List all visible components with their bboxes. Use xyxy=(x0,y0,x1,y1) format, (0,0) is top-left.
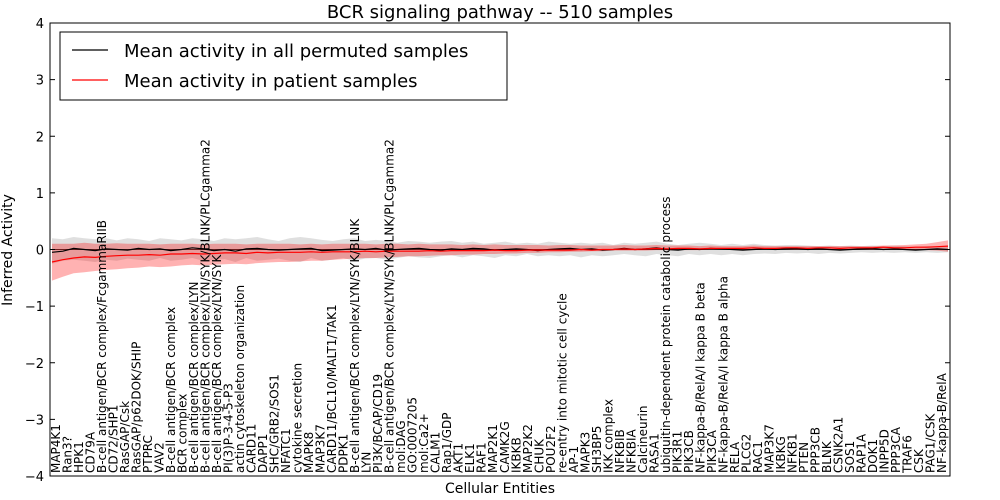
entity-label: SH3BP5 xyxy=(590,426,604,473)
entity-label: DAPP1 xyxy=(256,434,270,473)
plot-area xyxy=(50,237,950,281)
entity-label: CSNK2A1 xyxy=(831,417,845,473)
entity-label: SHC/GRB2/SOS1 xyxy=(268,374,282,473)
entity-label: PTPRC xyxy=(141,435,155,473)
legend: Mean activity in all permuted samples Me… xyxy=(59,31,508,101)
entity-label: B-cell antigen/BCR complex/LYN/SYK/BLNK/… xyxy=(383,139,397,473)
y-tick-label: 0 xyxy=(36,244,44,259)
y-tick-label: −1 xyxy=(25,300,44,315)
y-tick-label: 3 xyxy=(36,74,44,89)
entity-label: NF-kappa-B/RelA/I kappa B alpha xyxy=(716,276,730,473)
entity-label: MAP2K1 xyxy=(486,424,500,473)
entity-label: ELK1 xyxy=(463,443,477,473)
entity-label: MAPK8 xyxy=(302,432,316,473)
entity-label: BLNK xyxy=(820,440,834,473)
entity-label: PIK3R1 xyxy=(670,431,684,473)
legend-label-permuted: Mean activity in all permuted samples xyxy=(124,41,468,62)
entity-label: PDPK1 xyxy=(337,434,351,473)
entity-label: GO:0007205 xyxy=(406,397,420,473)
entity-label: MAP3K7 xyxy=(314,424,328,473)
entity-label: RasGAP/Csk xyxy=(118,401,132,473)
entity-label: PI3K/BCAP/CD19 xyxy=(371,374,385,473)
entity-label: MAP4K1 xyxy=(49,424,63,473)
y-tick-label: −3 xyxy=(25,413,44,428)
y-tick-label: −2 xyxy=(25,357,44,372)
legend-box xyxy=(59,31,508,101)
entity-label: RasGAP/p62DOK/SHIP xyxy=(130,342,144,473)
entity-label: NFATC1 xyxy=(279,428,293,473)
entity-label: CD72/SHP1 xyxy=(107,405,121,473)
entity-label: cytokine secretion xyxy=(291,363,305,473)
entity-label: PIK3CB xyxy=(682,430,696,473)
entity-label: NFKB1 xyxy=(785,433,799,473)
entity-label: BCR complex xyxy=(176,394,190,473)
entity-label: mol:Ca2+ xyxy=(417,413,431,473)
entity-label: PI(3)P-3-4-5-P3 xyxy=(222,383,236,473)
entity-label: CHUK xyxy=(532,438,546,473)
entity-label: SOS1 xyxy=(843,441,857,473)
legend-label-patient: Mean activity in patient samples xyxy=(124,71,418,92)
entity-label: POU2F2 xyxy=(544,425,558,473)
entity-label: VAV2 xyxy=(153,442,167,473)
entity-label: CSK xyxy=(912,448,926,473)
entity-label: TRAF6 xyxy=(901,435,915,474)
entity-label: HPK1 xyxy=(72,441,86,473)
entity-label: PLCG2 xyxy=(739,434,753,473)
entity-label: RELA xyxy=(728,441,742,473)
entity-label: PPP3CB xyxy=(808,427,822,473)
x-axis-label: Cellular Entities xyxy=(445,481,555,497)
entity-label: B-cell antigen/BCR complex/FcgammaRIIB xyxy=(95,220,109,473)
entity-label: IKBKG xyxy=(774,436,788,473)
entity-label: B-cell antigen/BCR complex/LYN xyxy=(187,281,201,473)
entity-label: B-cell antigen/BCR complex/LYN/SYK/BLNK/… xyxy=(199,139,213,473)
entity-label: actin cytoskeleton organization xyxy=(233,285,247,473)
entity-label: AKT1 xyxy=(452,443,466,473)
entity-label: NF-kappa-B/RelA xyxy=(935,372,949,473)
entity-label: PAG1/CSK xyxy=(924,413,938,473)
entity-label: CD79A xyxy=(84,431,98,473)
y-tick-label: 4 xyxy=(36,17,44,32)
entity-label: PIK3CA xyxy=(705,429,719,473)
entity-label: NF-kappa-B/RelA/I kappa B beta xyxy=(693,282,707,473)
y-tick-label: 2 xyxy=(36,130,44,145)
entity-label: IKK complex xyxy=(601,399,615,473)
entity-label: CALM1 xyxy=(429,432,443,473)
entity-label: RAF1 xyxy=(475,442,489,473)
entity-label: NFKBIB xyxy=(613,429,627,473)
y-axis: −4 −3 −2 −1 0 1 2 3 4 xyxy=(25,17,950,485)
entity-label: PTEN xyxy=(797,442,811,473)
entity-label: AP-1 xyxy=(567,446,581,473)
entity-label: MAP3K7 xyxy=(762,424,776,473)
entity-label: LYN xyxy=(360,452,374,473)
entity-label: RAP1A xyxy=(855,433,869,473)
entity-label: Ran3? xyxy=(61,436,75,473)
entity-label: PPP3CA xyxy=(889,426,903,473)
entity-label: B-cell antigen/BCR complex/LYN/SYK xyxy=(210,253,224,473)
entity-label: IKBKB xyxy=(509,437,523,473)
entity-label: mol:DAG xyxy=(394,420,408,473)
y-tick-label: 1 xyxy=(36,187,44,202)
y-tick-label: −4 xyxy=(25,470,44,485)
series-line xyxy=(51,245,949,263)
entity-label: Rap1/GDP xyxy=(440,413,454,474)
entity-label: CARD11/BCL10/MALT1/TAK1 xyxy=(325,304,339,473)
entity-label: MAPK3 xyxy=(578,432,592,473)
entity-label: CAMK2G xyxy=(498,421,512,473)
entity-label: ubiquitin-dependent protein catabolic pr… xyxy=(659,197,673,473)
entity-label: re-entry into mitotic cell cycle xyxy=(555,293,569,473)
entity-label: INPP5D xyxy=(878,429,892,473)
chart-title: BCR signaling pathway -- 510 samples xyxy=(327,2,673,23)
entity-label: Calcineurin xyxy=(636,406,650,473)
entity-label: NFKBIA xyxy=(624,428,638,473)
entity-label: RASA1 xyxy=(647,433,661,473)
entity-label: B-cell antigen/BCR complex xyxy=(164,307,178,473)
entity-label: RAC1 xyxy=(751,441,765,473)
entity-label: MAP2K2 xyxy=(521,424,535,473)
entity-label: DOK1 xyxy=(866,439,880,473)
y-axis-label: Inferred Activity xyxy=(0,194,16,306)
entity-label: CARD11 xyxy=(245,424,259,473)
entity-label: B-cell antigen/BCR complex/LYN/SYK/BLNK xyxy=(348,218,362,473)
